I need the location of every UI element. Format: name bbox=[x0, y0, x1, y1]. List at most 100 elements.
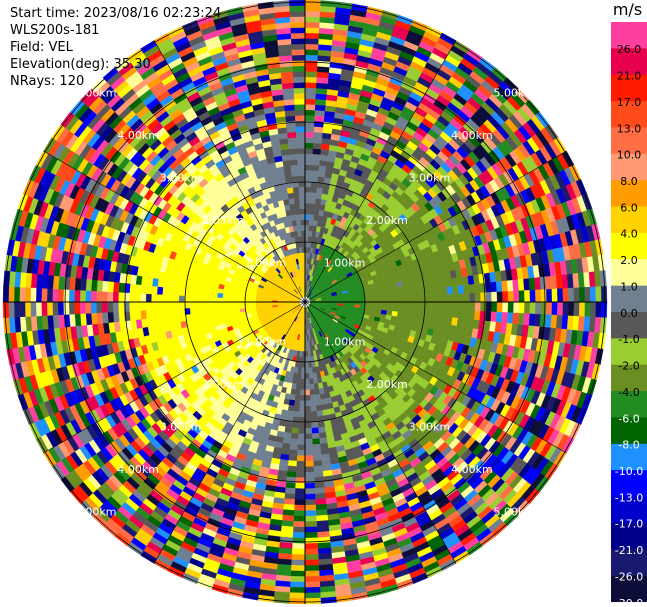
velocity-gate bbox=[316, 520, 329, 527]
velocity-gate bbox=[506, 280, 514, 292]
velocity-gate bbox=[308, 378, 314, 385]
velocity-gate bbox=[190, 283, 197, 291]
velocity-gate bbox=[304, 32, 320, 39]
velocity-gate bbox=[495, 311, 503, 323]
velocity-gate bbox=[30, 287, 37, 303]
velocity-gate bbox=[189, 301, 196, 309]
velocity-gate bbox=[584, 286, 591, 303]
velocity-gate bbox=[540, 301, 547, 315]
velocity-gate bbox=[353, 296, 360, 300]
velocity-gate bbox=[200, 301, 207, 308]
velocity-gate bbox=[573, 287, 580, 303]
velocity-gate bbox=[312, 454, 322, 462]
velocity-gate bbox=[528, 277, 536, 291]
velocity-gate bbox=[424, 282, 431, 290]
velocity-gate bbox=[310, 405, 317, 412]
velocity-gate bbox=[74, 313, 82, 327]
velocity-gate bbox=[304, 27, 320, 34]
velocity-gate bbox=[308, 367, 313, 374]
velocity-gate bbox=[304, 54, 319, 61]
velocity-gate bbox=[301, 362, 306, 369]
velocity-gate bbox=[386, 306, 393, 312]
velocity-gate bbox=[595, 286, 602, 303]
velocity-gate bbox=[304, 444, 313, 451]
velocity-gate bbox=[297, 438, 306, 445]
velocity-gate bbox=[304, 224, 310, 231]
velocity-gate bbox=[195, 296, 201, 303]
velocity-gate bbox=[402, 285, 409, 292]
velocity-gate bbox=[364, 294, 371, 299]
velocity-gate bbox=[304, 504, 317, 511]
velocity-gate bbox=[313, 383, 319, 390]
velocity-gate bbox=[286, 410, 294, 417]
velocity-gate bbox=[156, 286, 164, 295]
velocity-gate bbox=[24, 301, 31, 317]
velocity-gate bbox=[370, 301, 377, 306]
velocity-gate bbox=[314, 388, 320, 395]
velocity-gate bbox=[74, 277, 82, 291]
velocity-gate bbox=[288, 449, 298, 456]
velocity-gate bbox=[90, 279, 98, 292]
velocity-gate bbox=[200, 296, 207, 303]
velocity-gate bbox=[85, 290, 92, 303]
velocity-gate bbox=[291, 554, 306, 561]
velocity-gate bbox=[19, 286, 26, 303]
velocity-gate bbox=[24, 287, 31, 303]
velocity-gate bbox=[408, 307, 415, 314]
velocity-gate bbox=[294, 394, 301, 401]
velocity-gate bbox=[140, 293, 147, 303]
velocity-gate bbox=[375, 305, 382, 311]
velocity-gate bbox=[304, 597, 321, 605]
velocity-gate bbox=[297, 427, 306, 434]
velocity-gate bbox=[424, 308, 432, 316]
velocity-gate bbox=[507, 290, 514, 303]
velocity-gate bbox=[79, 290, 86, 303]
velocity-gate bbox=[316, 71, 330, 79]
velocity-gate bbox=[309, 383, 315, 390]
velocity-gate bbox=[298, 422, 306, 429]
velocity-gate bbox=[304, 499, 316, 506]
velocity-gate bbox=[96, 290, 103, 303]
velocity-gate bbox=[579, 301, 586, 317]
velocity-gate bbox=[189, 307, 196, 315]
velocity-gate bbox=[134, 301, 141, 312]
velocity-gate bbox=[222, 301, 229, 307]
velocity-gate bbox=[286, 471, 297, 478]
velocity-gate bbox=[310, 192, 317, 199]
velocity-gate bbox=[485, 311, 492, 322]
velocity-gate bbox=[430, 294, 437, 303]
velocity-gate bbox=[397, 291, 404, 298]
velocity-gate bbox=[300, 373, 306, 380]
velocity-gate bbox=[284, 487, 296, 495]
velocity-gate bbox=[414, 301, 421, 309]
velocity-gate bbox=[312, 159, 321, 166]
velocity-gate bbox=[315, 399, 322, 406]
velocity-gate bbox=[311, 164, 320, 172]
velocity-gate bbox=[452, 301, 459, 311]
ppi-scan-plot: 1.00km2.00km3.00km4.00km5.00km1.00km2.00… bbox=[2, 0, 608, 605]
velocity-gate bbox=[315, 98, 327, 106]
velocity-gate bbox=[233, 305, 240, 310]
velocity-gate bbox=[304, 570, 320, 577]
velocity-gate bbox=[304, 543, 319, 550]
velocity-gate bbox=[118, 311, 125, 322]
velocity-gate bbox=[381, 297, 388, 303]
velocity-gate bbox=[314, 109, 326, 117]
velocity-gate bbox=[118, 301, 125, 312]
velocity-gate bbox=[52, 301, 59, 316]
velocity-gate bbox=[167, 301, 174, 310]
velocity-gate bbox=[435, 315, 442, 324]
velocity-gate bbox=[398, 301, 404, 308]
velocity-gate bbox=[80, 278, 87, 291]
velocity-gate bbox=[289, 586, 306, 594]
velocity-gate bbox=[293, 521, 306, 528]
velocity-gate bbox=[304, 378, 310, 385]
velocity-gate bbox=[304, 21, 320, 28]
velocity-gate bbox=[502, 291, 509, 303]
velocity-gate bbox=[316, 514, 329, 522]
velocity-gate bbox=[162, 294, 169, 303]
velocity-gate bbox=[96, 301, 103, 314]
velocity-gate bbox=[441, 309, 448, 318]
velocity-gate bbox=[304, 38, 319, 45]
velocity-gate bbox=[317, 421, 325, 428]
